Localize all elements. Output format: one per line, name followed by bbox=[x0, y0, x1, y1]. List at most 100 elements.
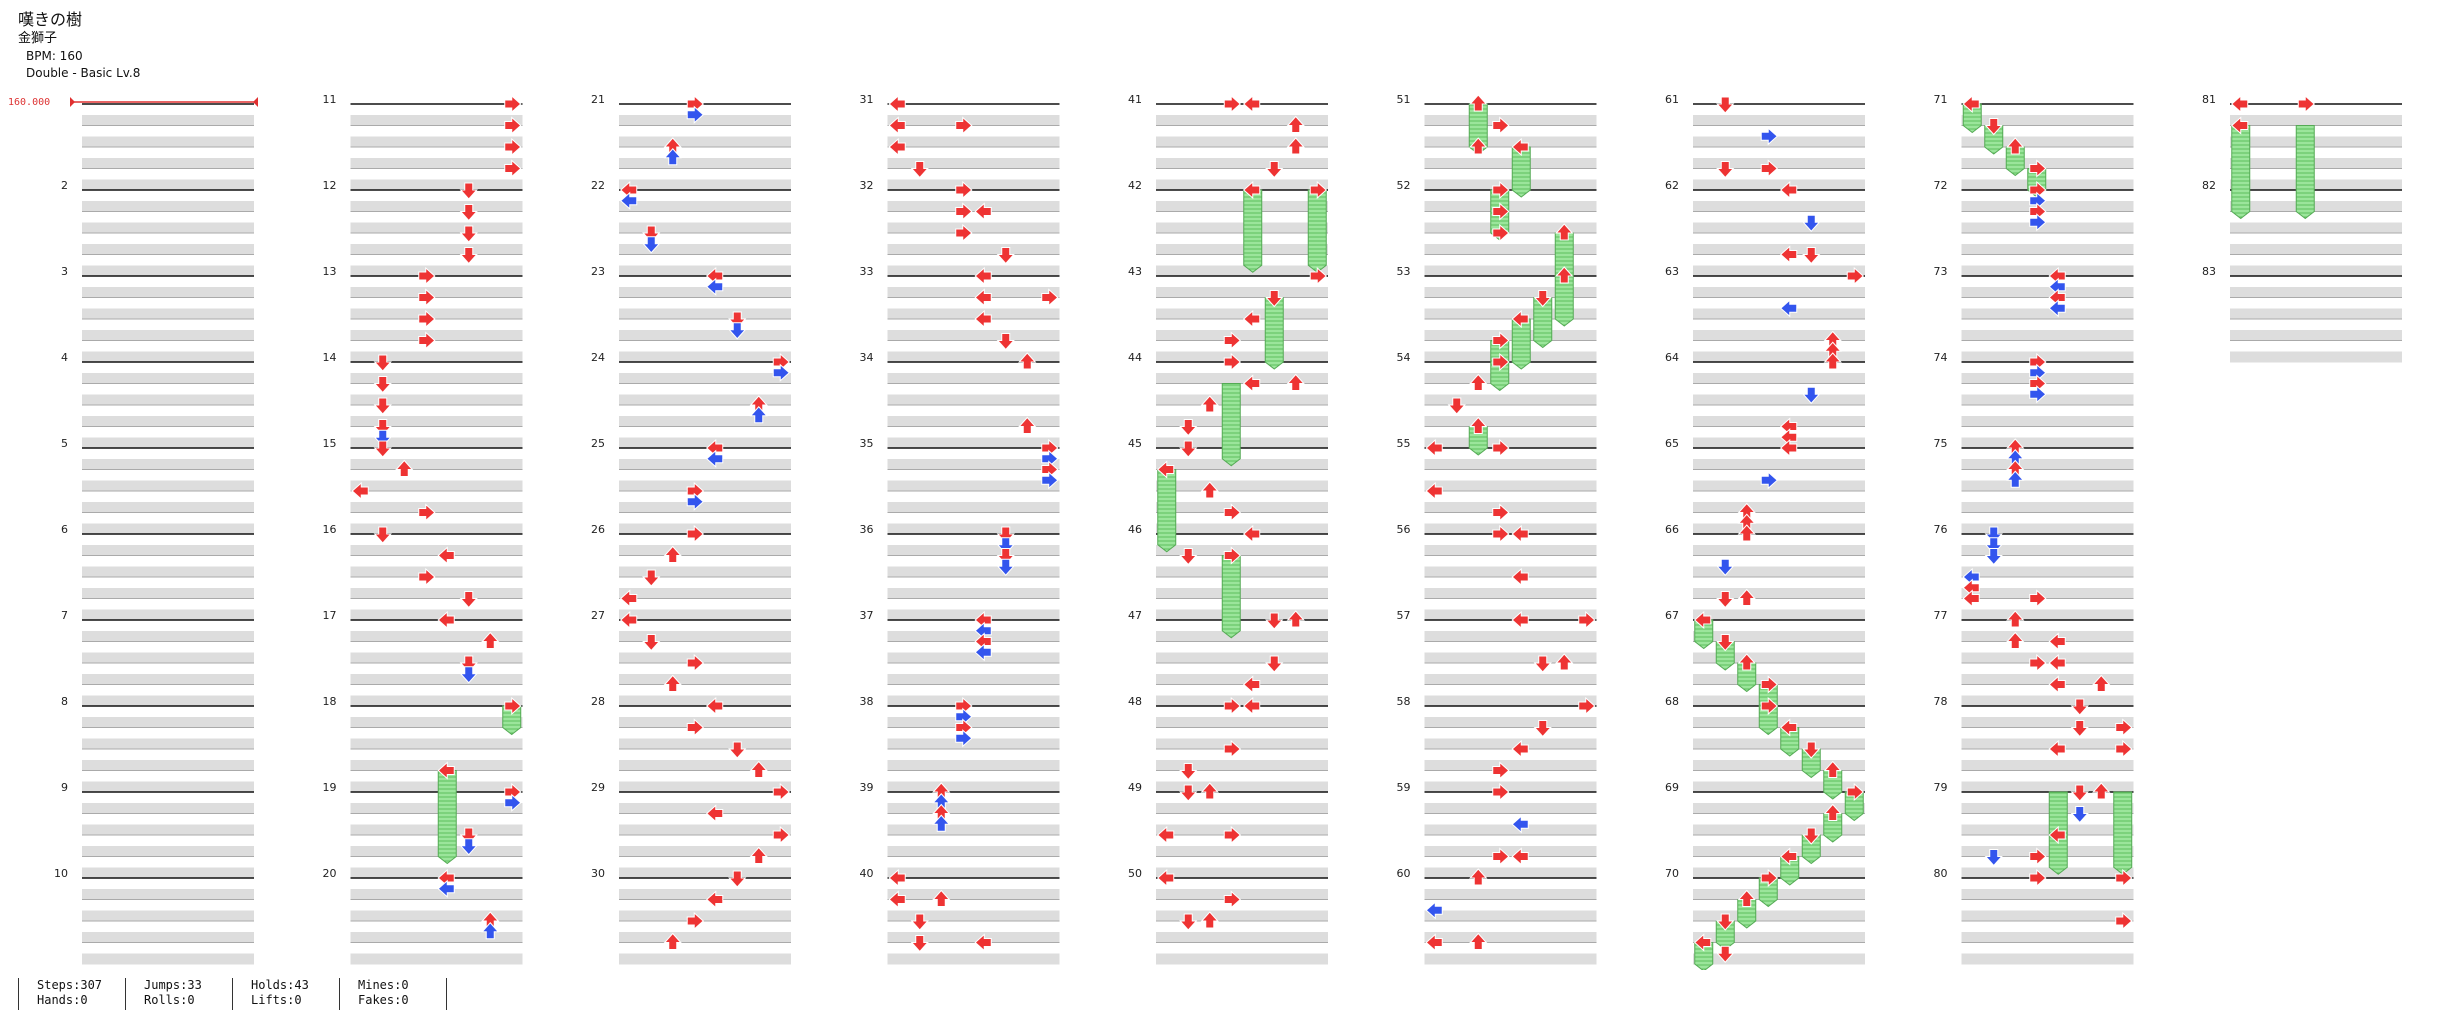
measure-49: 49 bbox=[1128, 781, 1328, 879]
measure-number: 51 bbox=[1397, 93, 1411, 106]
measure-number: 59 bbox=[1397, 781, 1411, 794]
measure-number: 26 bbox=[591, 523, 605, 536]
measure-number: 65 bbox=[1665, 437, 1679, 450]
bpm-label: BPM: 160 bbox=[26, 49, 83, 63]
measure-number: 71 bbox=[1934, 93, 1948, 106]
measure-number: 18 bbox=[323, 695, 337, 708]
mines-count: Mines:0 bbox=[358, 978, 409, 992]
lifts-count: Lifts:0 bbox=[251, 993, 302, 1007]
measure-number: 39 bbox=[860, 781, 874, 794]
measure-number: 63 bbox=[1665, 265, 1679, 278]
measure-73: 73 bbox=[1934, 265, 2134, 363]
measure-36: 36 bbox=[860, 523, 1060, 621]
measure-66: 66 bbox=[1665, 523, 1865, 621]
measure-7: 7 bbox=[61, 609, 254, 707]
hold-note bbox=[1307, 189, 1327, 273]
measure-number: 13 bbox=[323, 265, 337, 278]
fakes-count: Fakes:0 bbox=[358, 993, 409, 1007]
measure-37: 37 bbox=[860, 609, 1060, 707]
measure-number: 47 bbox=[1128, 609, 1142, 622]
measure-18: 18 bbox=[323, 695, 523, 793]
measure-57: 57 bbox=[1397, 609, 1597, 707]
steps-count: Steps:307 bbox=[37, 978, 103, 992]
measure-5: 5 bbox=[61, 437, 254, 535]
measure-60: 60 bbox=[1397, 867, 1597, 965]
measure-number: 54 bbox=[1397, 351, 1411, 364]
measure-12: 12 bbox=[323, 179, 523, 277]
measure-number: 67 bbox=[1665, 609, 1679, 622]
measure-number: 27 bbox=[591, 609, 605, 622]
measure-number: 75 bbox=[1934, 437, 1948, 450]
measure-number: 37 bbox=[860, 609, 874, 622]
measure-27: 27 bbox=[591, 609, 791, 707]
hold-note bbox=[2295, 125, 2315, 220]
measure-number: 77 bbox=[1934, 609, 1948, 622]
measure-number: 46 bbox=[1128, 523, 1142, 536]
measure-35: 35 bbox=[860, 437, 1060, 535]
quarter-arrow-note bbox=[2231, 95, 2249, 113]
measure-32: 32 bbox=[860, 179, 1060, 277]
measure-59: 59 bbox=[1397, 781, 1597, 879]
hands-count: Hands:0 bbox=[37, 993, 88, 1007]
measure-number: 8 bbox=[61, 695, 68, 708]
measure-number: 40 bbox=[860, 867, 874, 880]
measure-65: 65 bbox=[1665, 437, 1865, 535]
measure-number: 34 bbox=[860, 351, 874, 364]
measure-number: 17 bbox=[323, 609, 337, 622]
measure-number: 15 bbox=[323, 437, 337, 450]
measure-number: 56 bbox=[1397, 523, 1411, 536]
measure-number: 2 bbox=[61, 179, 68, 192]
measure-number: 50 bbox=[1128, 867, 1142, 880]
measure-8: 8 bbox=[61, 695, 254, 793]
measure-1 bbox=[82, 103, 254, 191]
holds-count: Holds:43 bbox=[251, 978, 309, 992]
measure-number: 28 bbox=[591, 695, 605, 708]
measure-number: 22 bbox=[591, 179, 605, 192]
stats-footer: Steps:307 Hands:0 Jumps:33 Rolls:0 Holds… bbox=[18, 978, 447, 1010]
measure-number: 52 bbox=[1397, 179, 1411, 192]
measure-number: 73 bbox=[1934, 265, 1948, 278]
measure-number: 79 bbox=[1934, 781, 1948, 794]
measure-39: 39 bbox=[860, 781, 1060, 879]
measure-28: 28 bbox=[591, 695, 791, 793]
bpm-change-marker: 160.000 bbox=[8, 97, 258, 108]
measure-number: 60 bbox=[1397, 867, 1411, 880]
measure-number: 9 bbox=[61, 781, 68, 794]
stats-cell-jumps: Jumps:33 Rolls:0 bbox=[125, 978, 232, 1010]
measure-number: 80 bbox=[1934, 867, 1948, 880]
measure-number: 70 bbox=[1665, 867, 1679, 880]
measure-number: 78 bbox=[1934, 695, 1948, 708]
measure-31: 31 bbox=[860, 93, 1060, 191]
measure-number: 64 bbox=[1665, 351, 1679, 364]
measure-38: 38 bbox=[860, 695, 1060, 793]
measure-58: 58 bbox=[1397, 695, 1597, 793]
measure-number: 49 bbox=[1128, 781, 1142, 794]
measure-72: 72 bbox=[1934, 179, 2134, 277]
measure-6: 6 bbox=[61, 523, 254, 621]
quarter-arrow-note bbox=[1243, 95, 1261, 113]
measure-55: 55 bbox=[1397, 437, 1597, 535]
measure-number: 35 bbox=[860, 437, 874, 450]
measure-number: 38 bbox=[860, 695, 874, 708]
measure-number: 16 bbox=[323, 523, 337, 536]
measure-number: 41 bbox=[1128, 93, 1142, 106]
quarter-arrow-note bbox=[2297, 95, 2315, 113]
measure-41: 41 bbox=[1128, 93, 1328, 191]
measure-number: 12 bbox=[323, 179, 337, 192]
measure-number: 69 bbox=[1665, 781, 1679, 794]
measure-number: 72 bbox=[1934, 179, 1948, 192]
measure-number: 3 bbox=[61, 265, 68, 278]
measure-25: 25 bbox=[591, 437, 791, 535]
measure-number: 44 bbox=[1128, 351, 1142, 364]
measure-15: 15 bbox=[323, 437, 523, 535]
stats-cell-mines: Mines:0 Fakes:0 bbox=[339, 978, 447, 1010]
measure-number: 5 bbox=[61, 437, 68, 450]
measure-21: 21 bbox=[591, 93, 791, 191]
measure-76: 76 bbox=[1934, 523, 2134, 621]
measure-16: 16 bbox=[323, 523, 523, 621]
hold-note bbox=[1221, 555, 1241, 639]
measure-42: 42 bbox=[1128, 179, 1328, 277]
measure-71: 71 bbox=[1934, 93, 2134, 191]
measure-number: 57 bbox=[1397, 609, 1411, 622]
measure-33: 33 bbox=[860, 265, 1060, 363]
